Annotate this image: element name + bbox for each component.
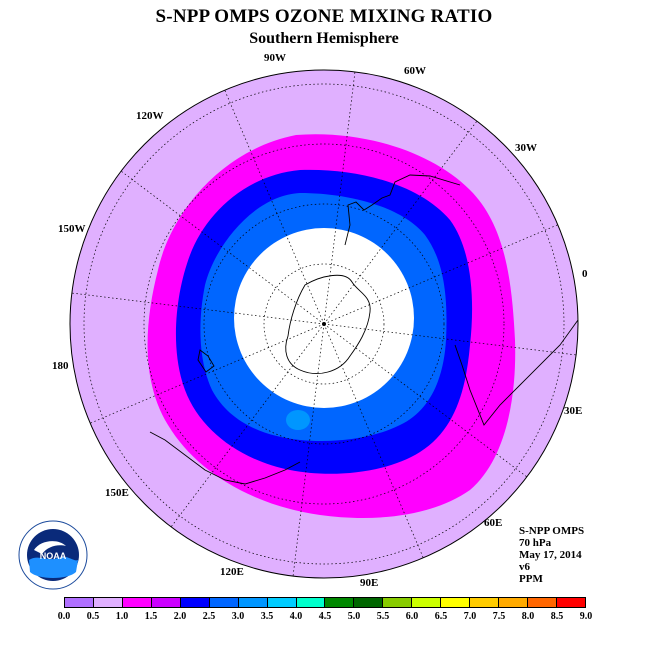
antarctica-coastline	[285, 274, 371, 374]
colorbar-swatch	[209, 598, 239, 607]
info-date: May 17, 2014	[519, 549, 582, 561]
colorbar-swatch	[151, 598, 181, 607]
lon-label-120w: 120W	[136, 110, 164, 122]
lon-label-180: 180	[52, 360, 69, 372]
colorbar-swatch	[499, 598, 528, 607]
lon-label-60w: 60W	[404, 65, 426, 77]
latitude-circle	[203, 203, 445, 445]
lon-label-90w: 90W	[264, 52, 286, 64]
chart-title: S-NPP OMPS OZONE MIXING RATIO	[155, 6, 493, 27]
south-pole-marker	[322, 322, 326, 326]
info-level: 70 hPa	[519, 537, 552, 549]
latitude-circle	[263, 263, 385, 385]
latitude-circle	[83, 83, 565, 565]
colorbar-swatch	[93, 598, 123, 607]
lon-label-60e: 60E	[484, 517, 503, 529]
contour-level-2.5	[286, 410, 310, 430]
colorbar-swatch	[65, 598, 94, 607]
colorbar-swatch	[441, 598, 471, 607]
map-border	[69, 69, 579, 579]
chart-subtitle: Southern Hemisphere	[249, 30, 399, 47]
australia-coastline	[149, 431, 301, 485]
colorbar-swatch	[383, 598, 413, 607]
colorbar-swatch	[412, 598, 442, 607]
colorbar-tick-label: 4.0	[289, 611, 303, 622]
lon-label-120e: 120E	[220, 566, 244, 578]
info-version: v6	[519, 561, 530, 573]
colorbar-swatch	[180, 598, 210, 607]
colorbar-tick-label: 8.0	[521, 611, 535, 622]
graticule	[71, 71, 577, 577]
colorbar-swatch	[325, 598, 355, 607]
colorbar-tick-label: 0.0	[57, 611, 71, 622]
polar-cap	[234, 228, 414, 408]
colorbar	[64, 597, 586, 608]
info-instrument: S-NPP OMPS	[519, 525, 585, 537]
colorbar-swatch	[528, 598, 557, 607]
colorbar-tick-label: 7.5	[492, 611, 506, 622]
colorbar-tick-label: 9.0	[579, 611, 593, 622]
colorbar-swatch	[470, 598, 500, 607]
colorbar-swatch	[354, 598, 384, 607]
new-zealand-coastline	[197, 349, 215, 373]
colorbar-tick-label: 5.0	[347, 611, 361, 622]
lon-label-150w: 150W	[58, 223, 86, 235]
colorbar-swatch	[556, 598, 585, 607]
coastlines	[149, 174, 579, 485]
lon-label-30e: 30E	[564, 405, 583, 417]
colorbar-tick-label: 5.5	[376, 611, 390, 622]
latitude-circle	[143, 143, 505, 505]
colorbar-swatch	[267, 598, 297, 607]
south-america-coastline	[344, 174, 461, 246]
colorbar-tick-label: 2.0	[173, 611, 187, 622]
colorbar-tick-label: 2.5	[202, 611, 216, 622]
colorbar-tick-label: 8.5	[550, 611, 564, 622]
lon-label-150e: 150E	[105, 487, 129, 499]
lon-label-90e: 90E	[360, 577, 379, 589]
colorbar-tick-label: 0.5	[86, 611, 100, 622]
info-units: PPM	[519, 573, 543, 585]
noaa-logo-text: NOAA	[40, 551, 67, 561]
colorbar-tick-label: 3.0	[231, 611, 245, 622]
noaa-logo: NOAA	[18, 520, 88, 590]
colorbar-tick-label: 3.5	[260, 611, 274, 622]
colorbar-tick-label: 7.0	[463, 611, 477, 622]
colorbar-tick-label: 1.0	[115, 611, 129, 622]
colorbar-swatch	[238, 598, 268, 607]
colorbar-tick-label: 6.0	[405, 611, 419, 622]
colorbar-tick-label: 4.5	[318, 611, 332, 622]
lon-label-0: 0	[582, 268, 588, 280]
colorbar-swatch	[296, 598, 326, 607]
africa-coastline	[454, 319, 579, 426]
lon-label-30w: 30W	[515, 142, 537, 154]
colorbar-swatch	[122, 598, 152, 607]
colorbar-tick-label: 1.5	[144, 611, 158, 622]
colorbar-tick-label: 6.5	[434, 611, 448, 622]
info-block: S-NPP OMPS 70 hPa May 17, 2014 v6 PPM	[519, 525, 584, 585]
